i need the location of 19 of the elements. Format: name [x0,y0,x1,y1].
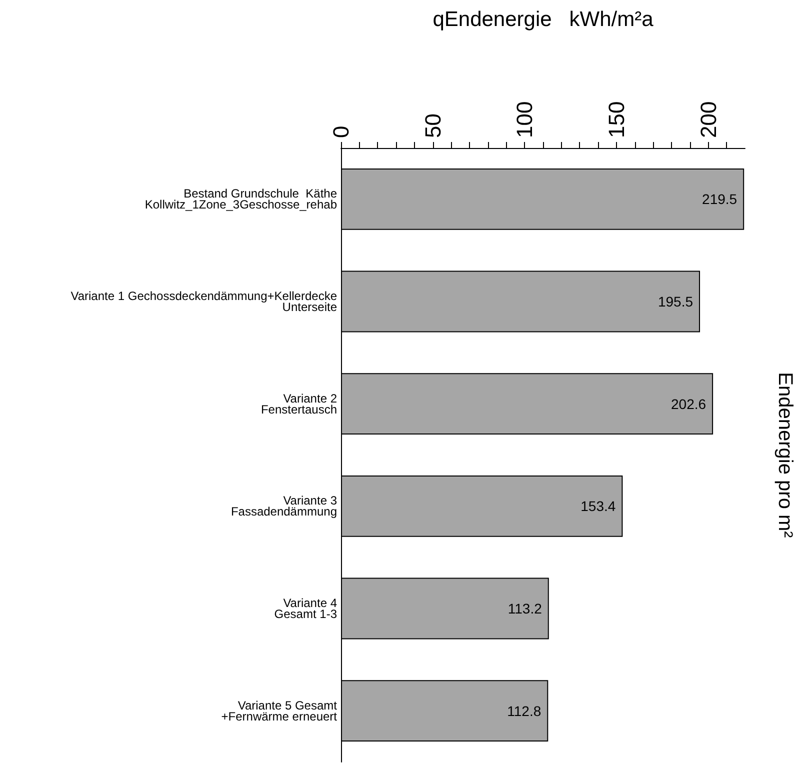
y-tick-label: Variante 2 Fenstertausch [260,391,338,416]
x-tick-label: 0 [328,126,354,138]
data-label: 112.8 [507,702,542,719]
data-label: 202.6 [671,396,706,412]
data-label: 195.5 [658,294,694,310]
x-tick-label: 200 [696,101,721,138]
x-axis-title: qEndenergie kWh/m²a [432,8,654,31]
y-tick-label: Bestand Grundschule Käthe Kollwitz_1Zone_3Geschosse_rehab [144,186,338,212]
text: Endenergie pro m² [774,372,796,538]
y-tick-label: Variante 3 Fassadendämmung [230,494,338,519]
y-tick-label: Variante 5 Gesamt +Fernwärme erneuert [221,698,338,724]
x-tick-label: 100 [512,101,538,138]
y-tick-label: Variante 1 Gechossdeckendämmung+Kellerdecke Unterseite [70,289,338,314]
data-label: 219.5 [702,191,738,208]
x-tick-label: 50 [420,114,446,138]
y-tick-label: Variante 4 Gesamt 1-3 [274,596,338,621]
x-tick-label: 150 [604,101,629,138]
data-label: 153.4 [580,498,616,514]
data-label: 113.2 [508,600,542,616]
